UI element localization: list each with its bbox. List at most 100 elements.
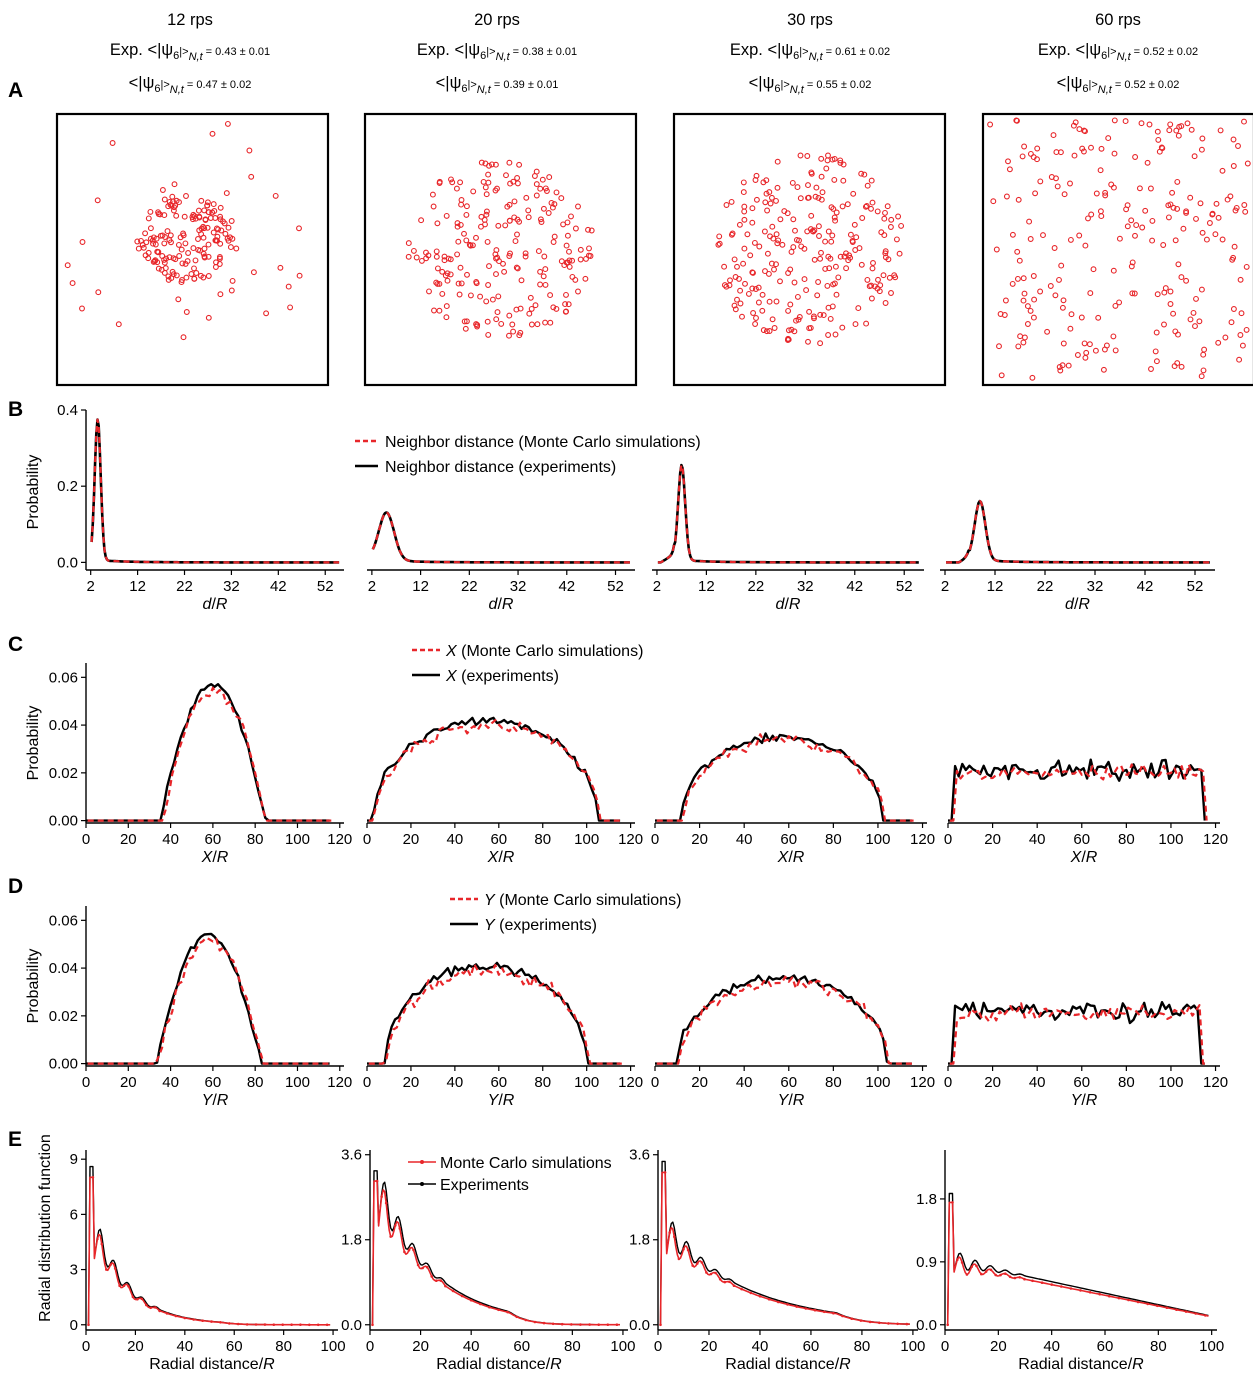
particle-marker [762, 199, 769, 206]
particle-marker [542, 185, 549, 192]
simulation-point [380, 1195, 383, 1198]
simulation-point [723, 1280, 727, 1284]
simulation-point [1013, 1276, 1017, 1280]
particle-marker [1228, 319, 1235, 326]
particle-marker [832, 263, 839, 270]
y-tick-label: 0.0 [341, 1317, 362, 1334]
simulation-point [588, 1323, 591, 1326]
x-tick-label: 60 [780, 1074, 797, 1091]
particle-marker [1158, 144, 1165, 151]
particle-marker [425, 252, 432, 259]
particle-marker [1082, 354, 1089, 361]
x-tick-label: 22 [176, 578, 193, 595]
particle-marker [1198, 146, 1205, 153]
x-axis-label: Y/R [488, 1092, 515, 1109]
particle-marker [811, 227, 818, 234]
legend-sim-label: Monte Carlo simulations [440, 1155, 612, 1172]
column-title: 30 rps [787, 11, 833, 29]
panel-letter: D [8, 875, 23, 898]
particle-marker [532, 302, 539, 309]
simulation-point [905, 1322, 909, 1326]
particle-marker [1001, 312, 1008, 318]
particle-marker [1237, 332, 1244, 338]
particle-marker [173, 272, 180, 279]
particle-marker [157, 232, 164, 239]
x-axis-label: Radial distance/R [1018, 1356, 1144, 1373]
particle-marker [449, 179, 456, 186]
simulation-curve [87, 936, 332, 1065]
particle-marker [506, 253, 513, 259]
simulation-point [668, 1231, 671, 1234]
particle-marker [444, 270, 451, 277]
particle-marker [797, 152, 804, 159]
x-tick-label: 52 [1187, 578, 1204, 595]
particle-marker [805, 194, 811, 201]
particle-marker [1229, 256, 1236, 263]
particle-marker [200, 234, 207, 241]
particle-marker [456, 291, 463, 298]
particle-marker [1080, 148, 1087, 155]
particle-marker [181, 213, 188, 220]
x-tick-label: 80 [564, 1338, 581, 1355]
particle-marker [761, 228, 768, 235]
experiment-curve [90, 418, 340, 564]
particle-marker [1165, 202, 1172, 209]
simulation-point [96, 1237, 99, 1241]
x-tick-label: 20 [701, 1338, 718, 1355]
distribution-subplot: 0 20 40 60 80 100 120 Y/R [944, 1001, 1228, 1109]
panel-letters: A B C D E [8, 79, 23, 1151]
particle-marker [806, 308, 813, 315]
simulation-point [299, 1323, 302, 1326]
particle-marker [542, 281, 549, 288]
simulation-point [100, 1242, 104, 1246]
particle-marker [749, 285, 756, 292]
particle-marker [870, 260, 876, 266]
particle-marker [750, 310, 757, 316]
simulation-point [210, 1320, 213, 1323]
simulation-point [416, 1263, 420, 1267]
particle-marker [785, 335, 792, 342]
legend-exp-label: Neighbor distance (experiments) [385, 459, 616, 476]
particle-marker [64, 262, 71, 269]
particle-marker [1006, 166, 1013, 173]
particle-marker [563, 308, 570, 315]
particle-marker [1180, 225, 1187, 232]
x-tick-label: 120 [327, 831, 352, 848]
particle-marker [506, 201, 513, 208]
particle-marker [227, 244, 234, 251]
simulation-point [254, 1323, 258, 1326]
particle-marker [463, 203, 470, 210]
particle-marker [866, 283, 873, 290]
x-tick-label: 0 [941, 1338, 949, 1355]
particle-marker [737, 300, 744, 307]
particle-marker [1200, 367, 1207, 374]
simulation-point [980, 1272, 983, 1276]
particle-marker [749, 219, 756, 226]
simulation-point [444, 1284, 447, 1288]
legend-sim-label: X (Monte Carlo simulations) [445, 643, 643, 660]
simulation-point [551, 1322, 555, 1326]
particle-marker [109, 140, 116, 146]
particle-marker [483, 211, 490, 218]
particle-marker [993, 246, 1000, 253]
x-tick-label: 100 [574, 831, 599, 848]
simulation-point [272, 1323, 276, 1326]
x-tick-label: 60 [803, 1338, 820, 1355]
particle-marker [1101, 346, 1108, 353]
particle-marker [502, 222, 509, 229]
x-tick-label: 100 [321, 1338, 346, 1355]
particle-marker [485, 331, 492, 338]
particle-marker [773, 197, 779, 204]
particle-marker [861, 171, 868, 178]
particle-marker [832, 331, 839, 338]
simulation-point [1204, 1314, 1207, 1317]
particle-marker [454, 251, 461, 258]
particle-marker [855, 305, 862, 312]
particle-marker [1198, 286, 1205, 293]
neighbor-distance-subplot: 2 12 22 32 42 52 0.0 0.2 0.4 d/R [57, 402, 344, 613]
particle-marker [1005, 158, 1011, 165]
particle-marker [507, 250, 513, 257]
particle-marker [418, 257, 425, 264]
particle-marker [161, 240, 168, 247]
x-tick-label: 100 [1158, 1074, 1183, 1091]
